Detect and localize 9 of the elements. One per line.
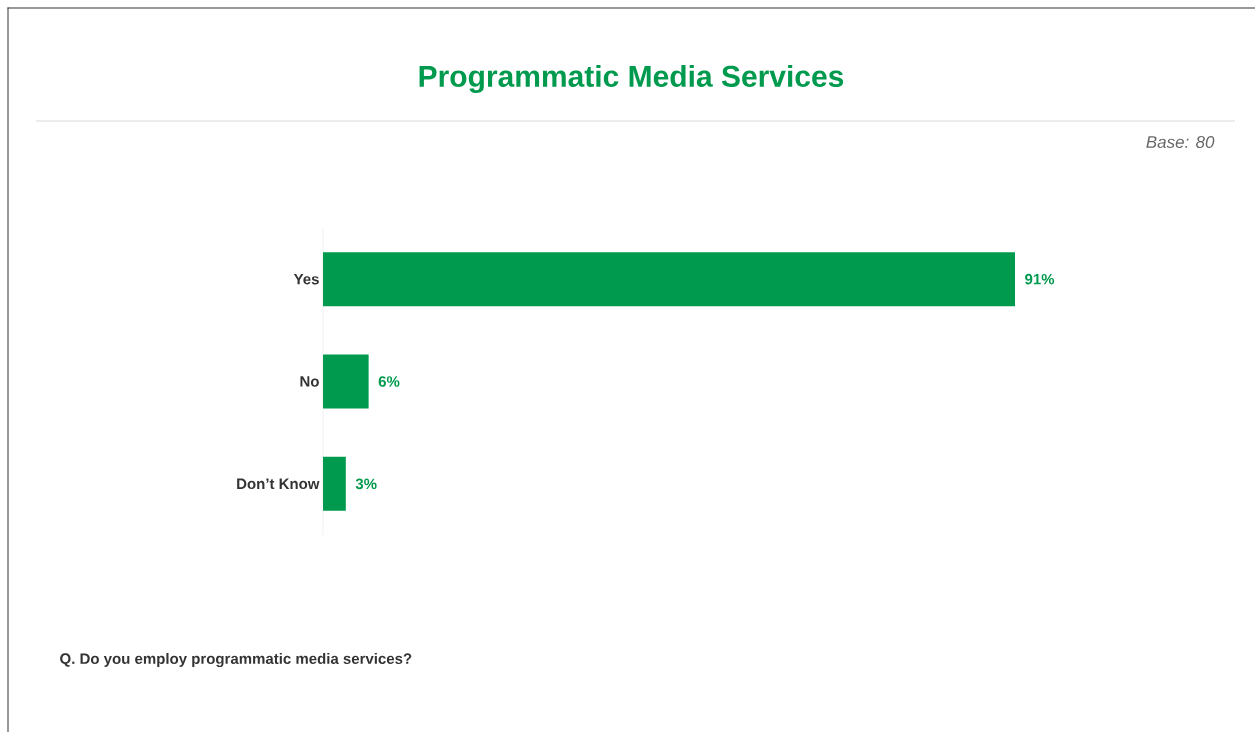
data-label: 3% (355, 478, 377, 490)
data-label: 6% (378, 376, 400, 387)
y-tick-label: No (300, 376, 319, 387)
y-tick-label: Yes (293, 273, 319, 285)
text: Q. Do you employ programmatic media services? (60, 652, 412, 668)
chart-title: Programmatic Media Services (419, 64, 844, 94)
data-label: 91% (1025, 273, 1055, 285)
text: Base: 80 (1146, 135, 1215, 149)
y-tick-label: Don’t Know (237, 478, 320, 490)
